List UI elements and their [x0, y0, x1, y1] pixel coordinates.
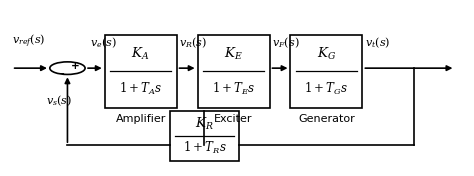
Bar — [291, 35, 363, 108]
Text: Amplifier: Amplifier — [116, 114, 166, 124]
Text: $v_s(s)$: $v_s(s)$ — [46, 93, 72, 108]
Text: Generator: Generator — [298, 114, 355, 124]
Text: +: + — [71, 61, 79, 71]
Bar — [170, 111, 239, 161]
Text: $-$: $-$ — [55, 67, 65, 77]
Circle shape — [50, 62, 85, 74]
Text: $v_e(s)$: $v_e(s)$ — [90, 35, 117, 50]
Bar — [105, 35, 177, 108]
Text: $1+T_G s$: $1+T_G s$ — [304, 81, 348, 97]
Text: $1+T_A s$: $1+T_A s$ — [119, 81, 163, 97]
Text: $1+T_R s$: $1+T_R s$ — [182, 140, 227, 156]
Text: $v_R(s)$: $v_R(s)$ — [179, 35, 207, 50]
Text: $K_E$: $K_E$ — [224, 46, 243, 62]
Text: $v_t(s)$: $v_t(s)$ — [365, 35, 390, 50]
Text: $K_R$: $K_R$ — [195, 116, 214, 132]
Bar — [198, 35, 270, 108]
Text: $v_{ref}(s)$: $v_{ref}(s)$ — [12, 33, 45, 50]
Text: $K_A$: $K_A$ — [131, 46, 150, 62]
Text: $v_F(s)$: $v_F(s)$ — [272, 35, 300, 50]
Text: $K_G$: $K_G$ — [317, 46, 336, 62]
Text: $1+T_E s$: $1+T_E s$ — [212, 81, 255, 97]
Text: Exciter: Exciter — [214, 114, 253, 124]
